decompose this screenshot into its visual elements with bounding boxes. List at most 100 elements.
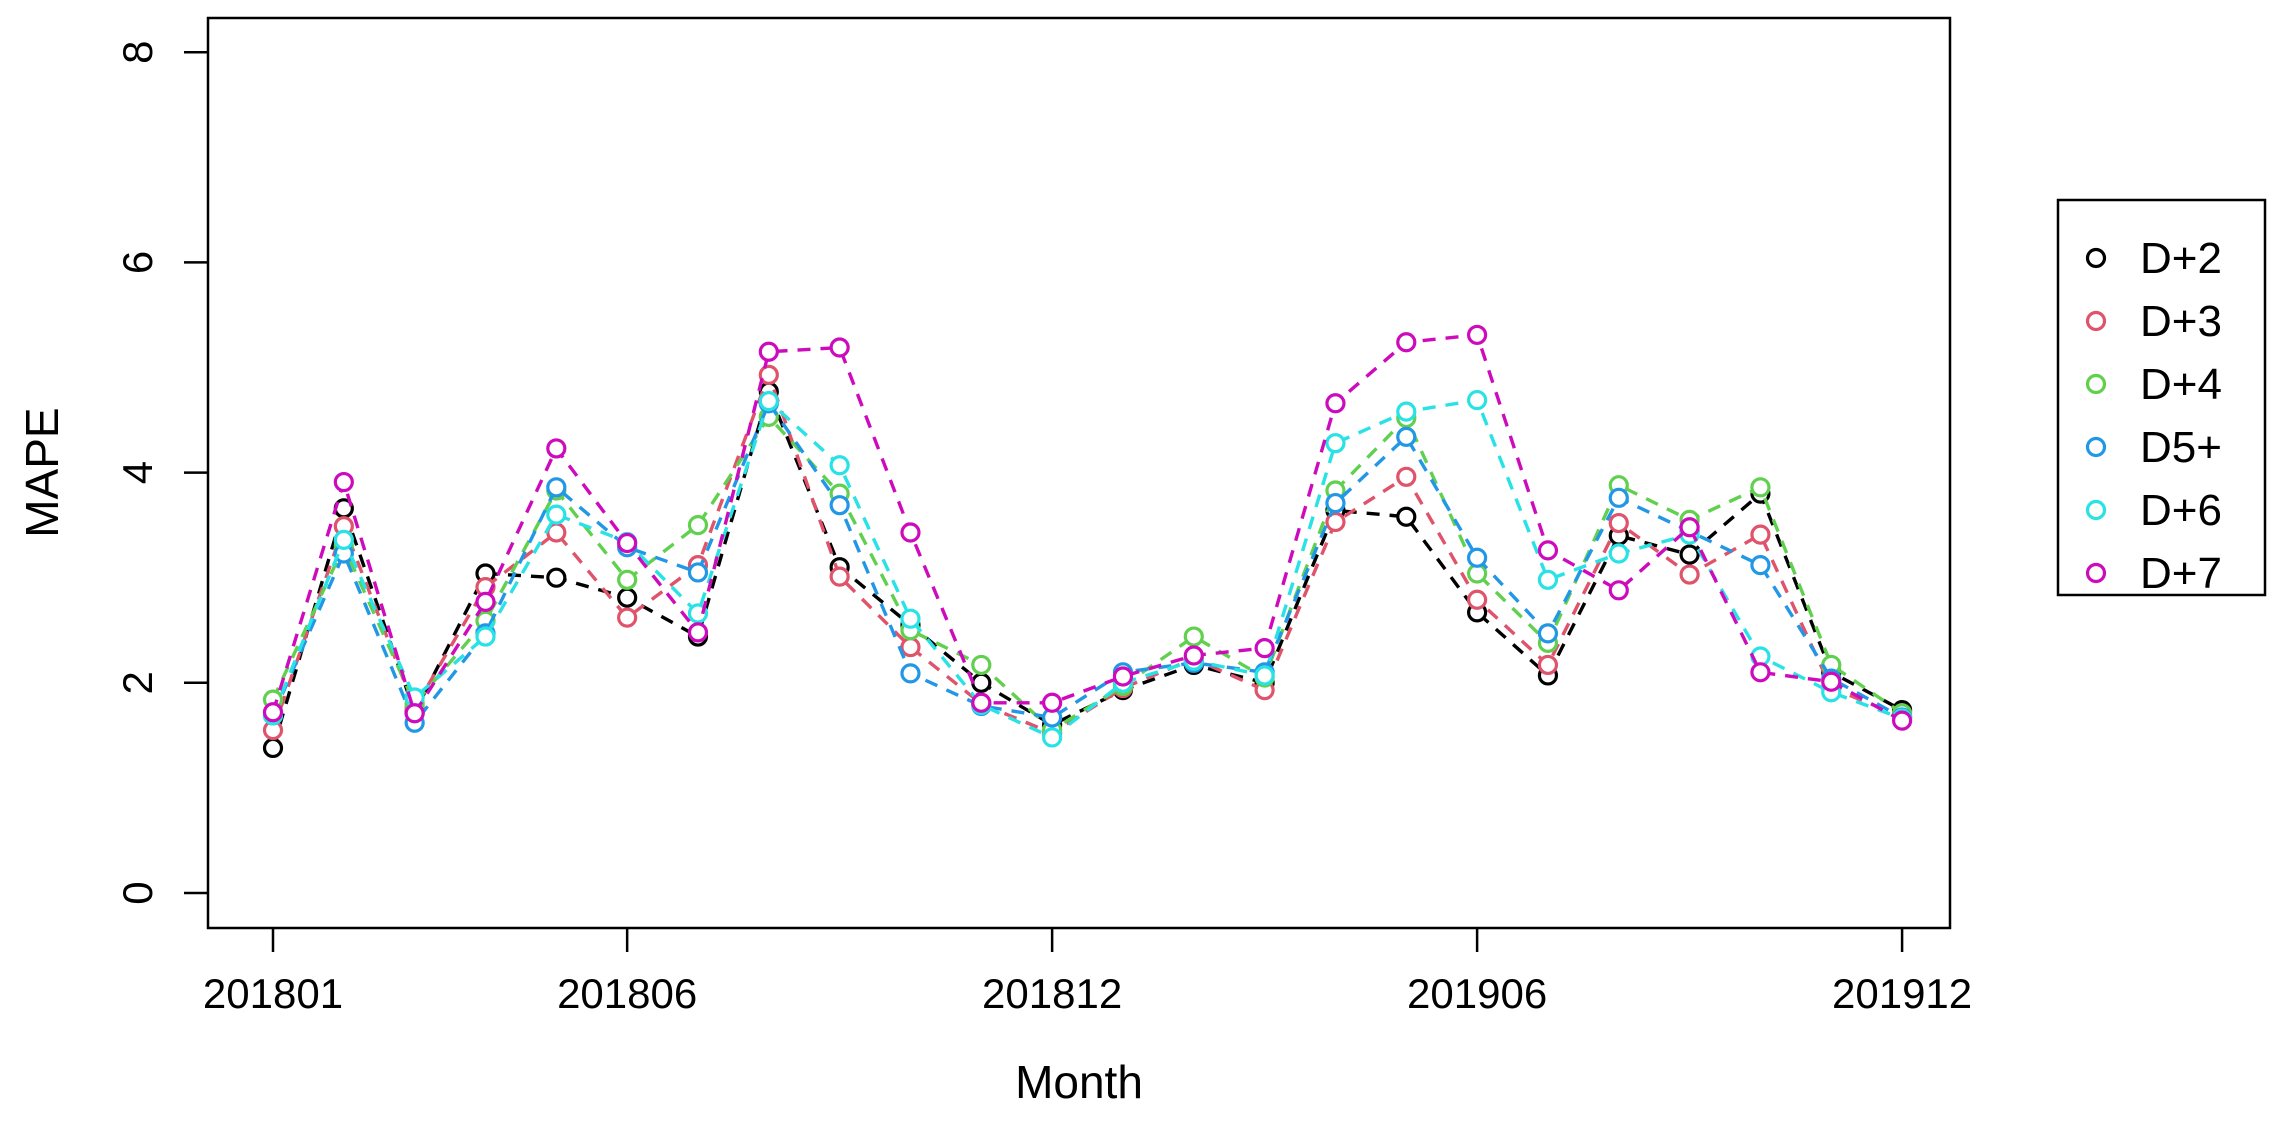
data-point-d5-201810 (900, 663, 921, 684)
data-point-d5-201910 (1750, 554, 1771, 576)
legend-label-d4: D+4 (2140, 360, 2222, 409)
series-d7 (262, 324, 1913, 731)
data-point-d3-201908 (1608, 512, 1629, 534)
data-point-d5-201904 (1325, 492, 1346, 514)
data-point-d6-201809 (829, 455, 850, 476)
data-point-d2-201909 (1679, 544, 1700, 565)
data-point-d3-201808 (758, 364, 779, 385)
data-point-d3-201910 (1750, 524, 1771, 545)
data-point-d6-201906 (1467, 389, 1488, 411)
data-point-d3-201909 (1679, 564, 1700, 585)
series-line-d6 (271, 398, 1903, 740)
plot-border (206, 16, 1952, 930)
data-point-d7-201910 (1750, 662, 1771, 683)
data-point-d7-201904 (1325, 393, 1346, 414)
y-axis-tick-label: 0 (114, 881, 161, 904)
data-point-d7-201903 (1254, 638, 1275, 659)
data-point-d4-201806 (617, 569, 638, 590)
legend-label-d5: D5+ (2140, 423, 2222, 472)
data-point-d7-201909 (1679, 517, 1700, 538)
series-line-d5 (271, 399, 1903, 727)
legend-marker-d7 (2085, 562, 2107, 584)
data-point-d2-201805 (546, 567, 567, 588)
legend-label-d2: D+2 (2140, 234, 2222, 283)
series-line-d4 (271, 414, 1904, 733)
data-point-d5-201908 (1608, 487, 1629, 508)
legend-marker-d6 (2085, 499, 2107, 521)
y-axis-title: MAPE (16, 407, 68, 537)
series-line-d7 (271, 333, 1903, 723)
data-point-d2-201905 (1396, 506, 1417, 527)
legend-marker-d3 (2085, 310, 2107, 332)
x-axis-tick-label: 201812 (982, 970, 1122, 1017)
y-axis-tick-label: 4 (114, 461, 161, 484)
legend-marker-d4 (2085, 373, 2107, 395)
x-axis-tick-label: 201801 (203, 970, 343, 1017)
data-point-d7-201912 (1891, 710, 1913, 731)
data-point-d4-201910 (1750, 477, 1771, 498)
data-point-d7-201906 (1467, 324, 1488, 346)
data-point-d6-201905 (1396, 401, 1417, 422)
data-point-d5-201805 (546, 477, 567, 498)
data-point-d7-201803 (404, 703, 425, 724)
data-point-d6-201904 (1325, 433, 1346, 454)
data-point-d7-201907 (1537, 540, 1559, 561)
data-point-d6-201908 (1608, 543, 1629, 564)
y-axis-tick-label: 8 (114, 41, 161, 64)
data-point-d6-201810 (900, 608, 921, 629)
x-axis-title: Month (1015, 1056, 1143, 1108)
legend-marker-d2 (2085, 247, 2107, 269)
data-point-d3-201907 (1537, 654, 1559, 676)
data-point-d7-201812 (1042, 692, 1063, 713)
data-point-d5-201905 (1396, 426, 1417, 447)
data-point-d7-201807 (687, 622, 709, 643)
data-point-d5-201906 (1467, 547, 1488, 568)
legend-label-d7: D+7 (2140, 549, 2222, 598)
x-axis-tick-label: 201912 (1832, 970, 1972, 1017)
data-point-d7-201804 (475, 591, 496, 612)
series-d3 (262, 364, 1913, 744)
data-point-d5-201907 (1537, 623, 1559, 644)
data-point-d6-201812 (1042, 727, 1063, 748)
data-point-d3-201905 (1396, 466, 1417, 487)
data-point-d4-201811 (971, 654, 992, 676)
data-point-d4-201807 (687, 515, 709, 536)
data-point-d2-201806 (617, 587, 638, 608)
data-point-d3-201806 (617, 607, 638, 628)
data-point-d3-201810 (900, 636, 921, 658)
data-point-d7-201905 (1396, 332, 1417, 353)
data-point-d6-201808 (758, 391, 779, 412)
data-point-d7-201908 (1608, 580, 1629, 601)
data-point-d3-201809 (829, 566, 850, 587)
data-point-d5-201809 (829, 495, 850, 516)
data-point-d7-201805 (546, 438, 567, 459)
data-point-d7-201810 (900, 522, 921, 543)
data-point-d7-201808 (758, 341, 779, 362)
data-point-d7-201806 (617, 532, 638, 554)
legend-label-d3: D+3 (2140, 297, 2222, 346)
legend-marker-d5 (2085, 436, 2107, 458)
data-point-d6-201907 (1537, 569, 1559, 590)
data-point-d7-201802 (333, 471, 354, 493)
series-line-d2 (271, 386, 1903, 749)
data-point-d3-201906 (1467, 589, 1488, 610)
data-point-d4-201902 (1183, 626, 1204, 647)
data-point-d6-201804 (475, 626, 496, 647)
data-point-d5-201807 (687, 562, 709, 583)
y-axis-tick-label: 6 (114, 251, 161, 274)
data-point-d6-201903 (1254, 665, 1275, 686)
y-axis-tick-label: 2 (114, 671, 161, 694)
data-point-d3-201904 (1325, 511, 1346, 533)
data-point-d6-201805 (546, 504, 567, 525)
series-d5 (262, 393, 1913, 733)
data-point-d7-201901 (1112, 666, 1134, 687)
data-point-d7-201911 (1821, 671, 1842, 692)
data-point-d2-201801 (262, 737, 284, 759)
x-axis-tick-label: 201806 (557, 970, 697, 1017)
data-point-d6-201802 (333, 529, 354, 550)
data-point-d7-201809 (829, 337, 850, 358)
data-point-d7-201811 (971, 692, 992, 713)
x-axis-tick-label: 201906 (1407, 970, 1547, 1017)
